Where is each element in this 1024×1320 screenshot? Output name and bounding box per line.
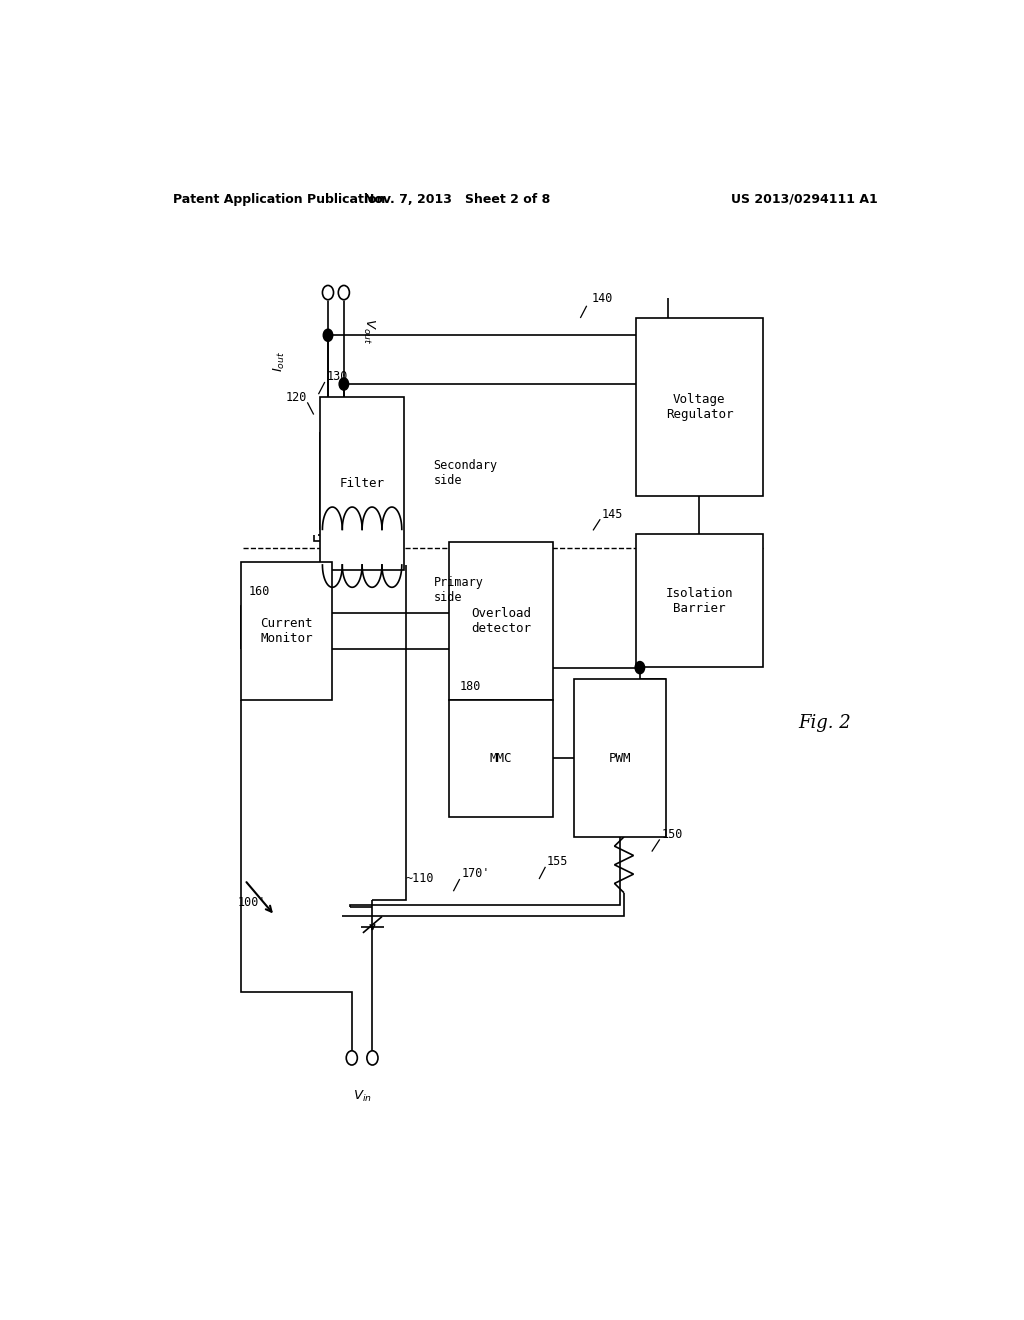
- Text: ~110: ~110: [406, 871, 434, 884]
- Text: Current
Monitor: Current Monitor: [260, 616, 313, 645]
- Circle shape: [339, 378, 348, 391]
- Bar: [450, 700, 553, 817]
- Text: 160: 160: [249, 585, 270, 598]
- Circle shape: [635, 661, 645, 673]
- Text: 170': 170': [461, 867, 489, 880]
- Text: Nov. 7, 2013   Sheet 2 of 8: Nov. 7, 2013 Sheet 2 of 8: [365, 193, 551, 206]
- Bar: [574, 680, 666, 837]
- Text: 145: 145: [602, 508, 624, 520]
- Text: $I_{out}$: $I_{out}$: [271, 351, 287, 372]
- Text: 150: 150: [663, 828, 683, 841]
- Text: Overload
detector: Overload detector: [471, 607, 531, 635]
- Text: Filter: Filter: [340, 477, 385, 490]
- Text: PWM: PWM: [609, 751, 631, 764]
- Circle shape: [324, 329, 333, 342]
- Bar: [321, 397, 403, 570]
- Bar: [241, 562, 333, 700]
- Circle shape: [323, 285, 334, 300]
- Text: Patent Application Publication: Patent Application Publication: [173, 193, 386, 206]
- Text: 120: 120: [286, 391, 306, 404]
- Circle shape: [367, 1051, 378, 1065]
- Text: Fig. 2: Fig. 2: [799, 714, 851, 731]
- Text: MMC: MMC: [489, 751, 512, 764]
- Circle shape: [338, 285, 349, 300]
- Text: Secondary
side: Secondary side: [433, 459, 498, 487]
- Text: 140: 140: [592, 292, 612, 305]
- Text: Voltage
Regulator: Voltage Regulator: [666, 393, 733, 421]
- Text: US 2013/0294111 A1: US 2013/0294111 A1: [731, 193, 878, 206]
- Text: 155: 155: [547, 855, 568, 869]
- Text: Isolation
Barrier: Isolation Barrier: [666, 586, 733, 615]
- Text: 100': 100': [238, 896, 266, 909]
- Text: 130: 130: [327, 371, 348, 383]
- Bar: [636, 318, 763, 496]
- Text: $V_{out}$: $V_{out}$: [361, 318, 377, 345]
- Bar: [450, 543, 553, 700]
- Text: Primary
side: Primary side: [433, 577, 483, 605]
- Circle shape: [346, 1051, 357, 1065]
- Bar: [636, 535, 763, 667]
- Text: 180: 180: [460, 680, 481, 693]
- Text: $V_{in}$: $V_{in}$: [352, 1089, 372, 1104]
